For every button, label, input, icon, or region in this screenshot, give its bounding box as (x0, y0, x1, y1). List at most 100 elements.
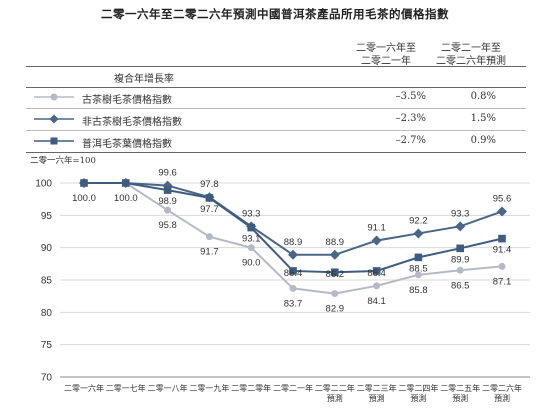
data-point (371, 235, 382, 246)
y-tick-label: 90 (41, 243, 53, 254)
data-point (413, 228, 424, 239)
data-label: 93.3 (451, 208, 470, 219)
legend-label: 非古茶樹毛茶價格指數 (82, 117, 182, 128)
data-point (247, 244, 255, 252)
x-tick-label: 二零二零年 (231, 383, 271, 393)
y-tick-label: 80 (41, 308, 53, 319)
cagr-value: –2.7% (395, 135, 426, 146)
cagr-value: 0.9% (470, 135, 496, 146)
data-point (80, 179, 88, 187)
data-point (414, 271, 422, 279)
data-point (414, 253, 423, 262)
cagr-row: 古茶樹毛茶價格指數 –3.5% 0.8% (26, 87, 526, 109)
x-tick-label: 二零二一年 (273, 383, 313, 393)
data-label: 99.6 (158, 168, 177, 179)
data-label: 91.1 (367, 223, 386, 234)
data-label: 86.5 (451, 280, 470, 291)
data-point (331, 290, 339, 298)
data-point (456, 244, 464, 253)
data-point (329, 249, 340, 260)
data-label: 95.6 (493, 193, 512, 204)
x-tick-label: 預測 (410, 393, 426, 403)
x-tick-label: 預測 (369, 393, 385, 403)
data-label: 85.8 (409, 285, 428, 296)
legend-label: 古茶樹毛茶價格指數 (82, 95, 172, 106)
data-label: 90.0 (242, 258, 261, 269)
data-label: 88.9 (284, 237, 303, 248)
data-label: 97.7 (200, 204, 219, 215)
col-header-2021-2026: 二零二一年至 二零二六年預測 (436, 43, 506, 67)
x-tick-label: 二零二四年 (398, 383, 438, 393)
x-tick-label: 二零二五年 (440, 383, 480, 393)
x-tick-label: 二零二三年 (357, 383, 397, 393)
data-label: 86.2 (326, 269, 345, 280)
data-point (498, 234, 506, 243)
data-label: 86.4 (367, 268, 386, 279)
x-tick-label: 二零二六年 (482, 383, 522, 393)
x-tick-label: 預測 (327, 393, 343, 403)
cagr-row: 非古茶樹毛茶價格指數 –2.3% 1.5% (26, 109, 526, 131)
data-label: 87.1 (493, 276, 512, 287)
data-label: 83.7 (284, 298, 303, 309)
data-label: 91.4 (493, 245, 512, 256)
data-label: 91.7 (200, 247, 219, 258)
x-tick-label: 二零一七年 (106, 383, 146, 393)
data-point (164, 206, 172, 214)
data-label: 86.4 (284, 268, 303, 279)
data-point (331, 268, 339, 277)
data-label: 93.3 (242, 208, 261, 219)
data-label: 89.9 (451, 254, 470, 265)
cagr-value: –2.3% (395, 113, 426, 124)
legend-marker-square (34, 137, 74, 145)
data-label: 88.9 (326, 237, 345, 248)
data-point (163, 186, 172, 194)
cagr-header-label: 複合年增長率 (114, 74, 174, 85)
legend-marker-diamond (34, 114, 74, 124)
legend-label: 普洱毛茶葉價格指數 (82, 139, 172, 150)
data-label: 100.0 (114, 193, 138, 204)
data-point (289, 284, 297, 292)
base-year-note: 二零一六年=100 (30, 156, 96, 166)
x-tick-label: 預測 (452, 393, 468, 403)
x-tick-label: 二零二二年 (315, 383, 355, 393)
data-label: 82.9 (326, 304, 345, 315)
x-tick-label: 預測 (494, 393, 510, 403)
data-point (205, 233, 213, 241)
data-point (289, 267, 297, 275)
data-point (498, 262, 506, 270)
data-label: 88.5 (409, 263, 428, 274)
cagr-value: 0.8% (470, 91, 496, 102)
data-point (372, 267, 381, 275)
data-label: 95.8 (158, 220, 177, 231)
data-label: 97.8 (200, 179, 219, 190)
x-tick-label: 二零一六年 (64, 383, 104, 393)
x-tick-label: 二零一八年 (148, 383, 188, 393)
data-point (247, 223, 255, 232)
data-point (205, 194, 214, 202)
data-point (288, 249, 298, 260)
legend-marker-circle (34, 93, 74, 101)
data-label: 98.9 (158, 196, 177, 207)
data-label: 100.0 (72, 193, 96, 204)
data-point (373, 282, 381, 290)
y-tick-label: 75 (41, 340, 53, 351)
y-tick-label: 70 (41, 373, 53, 384)
cagr-row: 普洱毛茶葉價格指數 –2.7% 0.9% (26, 131, 526, 153)
data-label: 84.1 (367, 296, 386, 307)
data-label: 93.1 (242, 234, 261, 245)
cagr-value: 1.5% (470, 113, 496, 124)
y-tick-label: 85 (41, 276, 53, 287)
cagr-header-row: 複合年增長率 (26, 66, 526, 88)
chart-title: 二零一六年至二零二六年預測中國普洱茶產品所用毛茶的價格指數 (101, 7, 449, 21)
y-tick-label: 95 (41, 211, 53, 222)
col-header-2016-2021: 二零一六年至 二零二一年 (356, 43, 416, 67)
data-point (455, 221, 466, 232)
data-point (122, 179, 130, 187)
y-tick-label: 100 (35, 179, 52, 190)
data-label: 92.2 (409, 215, 428, 226)
data-point (456, 266, 464, 274)
x-tick-label: 二零一九年 (189, 383, 229, 393)
cagr-value: –3.5% (395, 91, 426, 102)
data-point (497, 206, 507, 217)
